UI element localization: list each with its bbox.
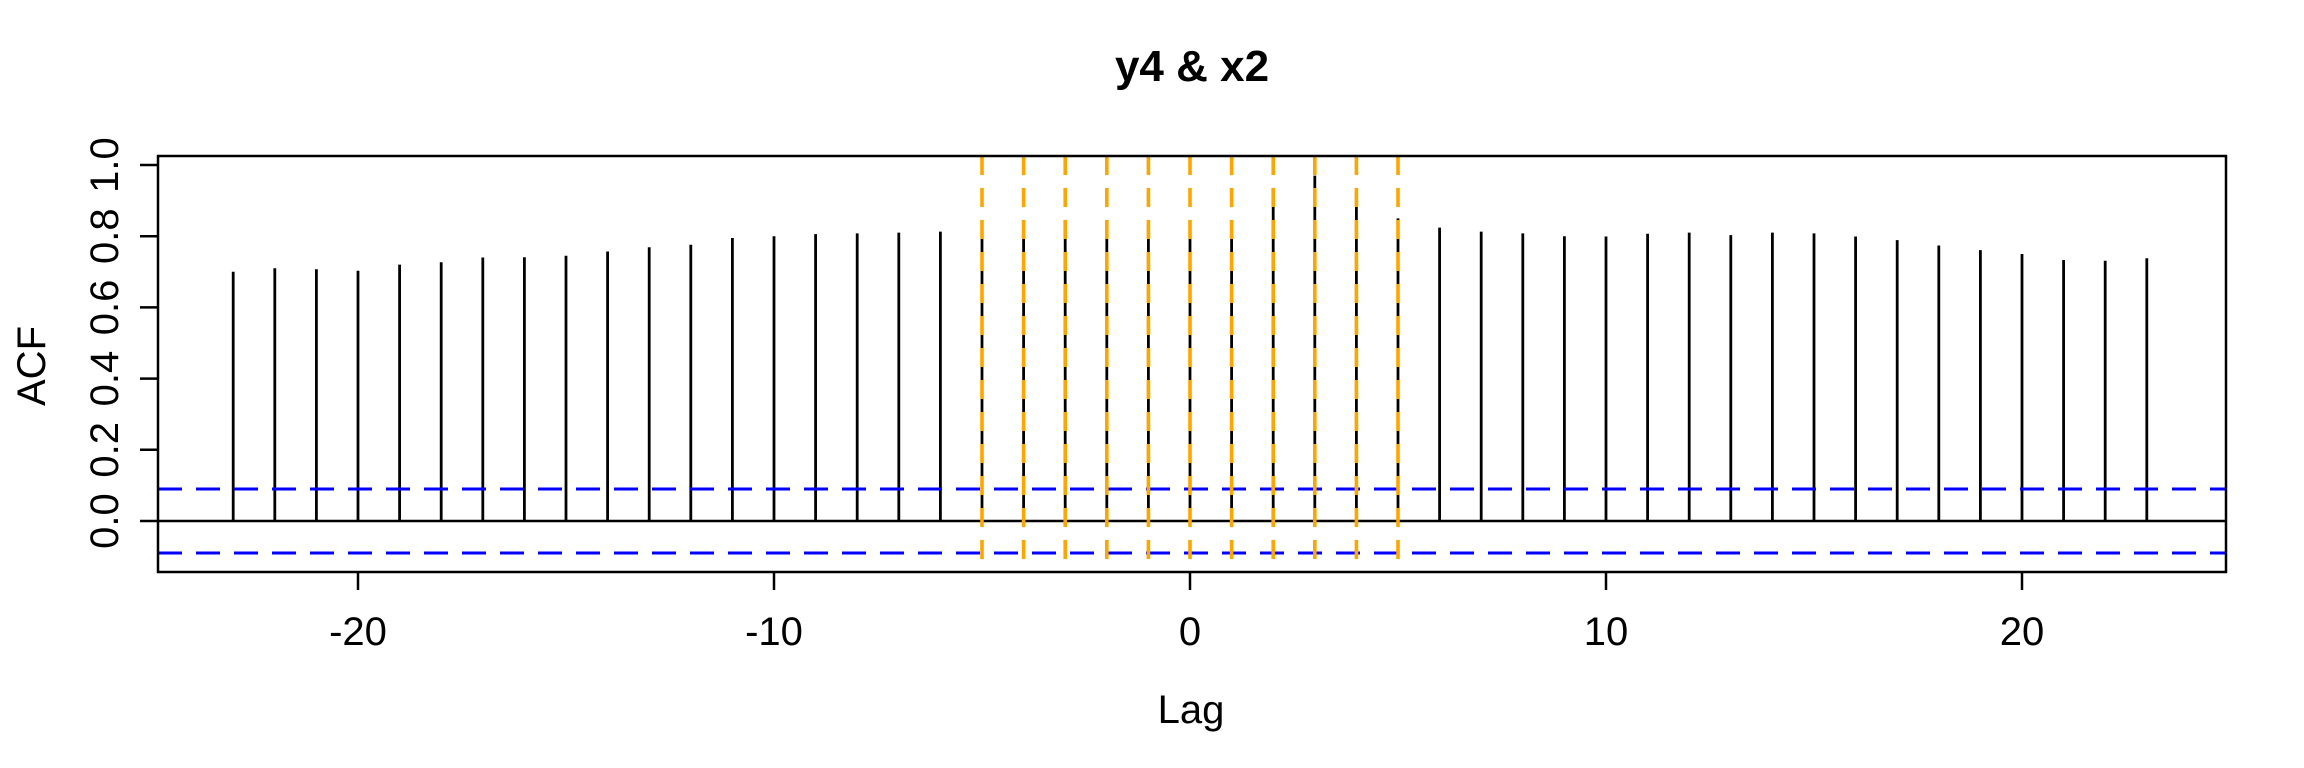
y-axis-ticks: 1.0 0.8 0.6 0.4 0.2 0.0 (83, 137, 158, 549)
acf-spikes (231, 175, 2149, 521)
y-axis-label: ACF (10, 326, 54, 406)
x-tick-label: -10 (745, 610, 803, 654)
x-tick-label: 10 (1584, 610, 1629, 654)
confidence-interval-lines (158, 487, 2226, 555)
x-tick-label: 20 (2000, 610, 2045, 654)
plot-frame (156, 154, 2228, 574)
y-tick-label: 1.0 (83, 137, 127, 193)
y-tick-label: 0.8 (83, 208, 127, 264)
x-axis-label: Lag (1158, 688, 1225, 732)
plot-title: y4 & x2 (1115, 42, 1269, 91)
y-tick-label: 0.6 (83, 280, 127, 336)
x-tick-label: -20 (329, 610, 387, 654)
y-tick-label: 0.2 (83, 422, 127, 478)
x-tick-label: 0 (1179, 610, 1201, 654)
x-axis-ticks: -20 -10 0 10 20 (329, 572, 2044, 654)
lag-marker-lines (980, 156, 1400, 572)
y-tick-label: 0.0 (83, 493, 127, 549)
y-tick-label: 0.4 (83, 351, 127, 407)
